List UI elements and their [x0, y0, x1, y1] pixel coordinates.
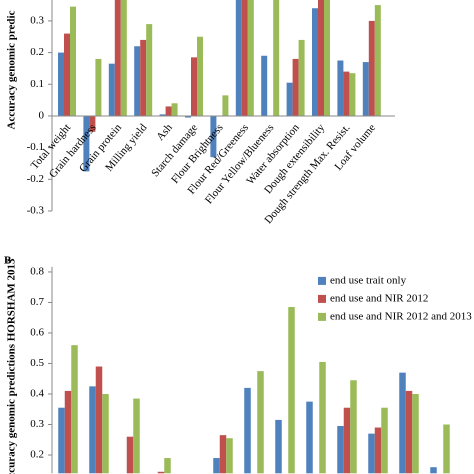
bar — [405, 390, 413, 474]
y-tick-label: 0 — [39, 109, 45, 121]
y-axis-label: Accuracy genomic predictions HORSHAM 201… — [6, 258, 18, 474]
bar — [343, 407, 351, 474]
y-tick-label: 0.1 — [30, 78, 44, 90]
legend-label: end use and NIR 2012 and 2013 — [330, 310, 472, 322]
bar — [185, 115, 191, 118]
y-tick-label: -0.3 — [27, 205, 45, 217]
bar — [350, 380, 357, 474]
bar — [89, 386, 96, 474]
bar — [114, 0, 121, 116]
bar — [312, 8, 318, 116]
bar — [244, 387, 251, 474]
y-tick-label: 0.8 — [30, 265, 44, 277]
bar — [222, 95, 229, 116]
bar — [368, 433, 375, 474]
bar — [197, 36, 203, 116]
legend-label: end use and NIR 2012 — [330, 292, 428, 304]
legend-swatch — [318, 312, 326, 321]
legend-swatch — [318, 276, 326, 285]
plot-area — [58, 307, 450, 474]
bar — [95, 366, 103, 474]
bar — [157, 471, 165, 474]
bar — [159, 114, 166, 116]
bar — [349, 73, 356, 116]
y-tick-label: 0.2 — [30, 46, 44, 58]
bar — [257, 371, 264, 474]
bar — [213, 458, 220, 474]
bar — [362, 62, 369, 116]
bar — [191, 57, 197, 116]
y-tick-label: 0.6 — [30, 326, 44, 338]
bar — [318, 0, 324, 116]
bar — [247, 0, 254, 116]
bar — [399, 372, 406, 474]
bar — [261, 55, 268, 116]
bar — [241, 0, 248, 116]
bar — [412, 393, 419, 474]
y-tick-label: 0.4 — [30, 388, 44, 400]
bar — [288, 307, 295, 474]
y-tick-label: -0.2 — [27, 173, 44, 185]
plot-area — [58, 0, 381, 172]
bar — [219, 435, 227, 474]
bar — [58, 52, 64, 116]
bar — [343, 71, 350, 116]
bar — [292, 58, 299, 116]
y-tick-label: 0.2 — [30, 449, 44, 461]
y-tick-label: 0.3 — [30, 14, 44, 26]
bar — [89, 115, 96, 132]
bar — [71, 345, 78, 474]
bar — [210, 115, 217, 158]
x-tick-label: Ash — [154, 121, 175, 143]
bar — [134, 46, 141, 116]
bar — [319, 361, 326, 474]
bar — [140, 39, 147, 116]
y-tick-label: 0.7 — [30, 296, 44, 308]
bar — [146, 24, 153, 116]
bar — [64, 33, 70, 116]
bar — [102, 393, 109, 474]
bar — [165, 106, 172, 116]
legend-label: end use trait only — [330, 274, 407, 286]
bar — [70, 6, 76, 116]
bar — [298, 39, 305, 116]
bar — [324, 0, 330, 116]
bar — [337, 426, 344, 474]
bar — [171, 103, 178, 116]
bar — [164, 458, 171, 474]
bar — [226, 438, 233, 474]
bar — [235, 0, 242, 116]
bar — [374, 427, 382, 474]
bar — [126, 436, 134, 474]
y-axis-label: Accuracy genomic predic — [6, 10, 18, 129]
bar — [273, 0, 280, 116]
bar — [286, 82, 293, 116]
bar — [133, 398, 140, 474]
bar — [83, 115, 90, 172]
y-tick-label: 0.3 — [30, 418, 44, 430]
y-tick-label: 0.5 — [30, 357, 44, 369]
bar — [306, 401, 313, 474]
panel-label: B — [4, 254, 12, 266]
bar — [374, 5, 381, 116]
bar — [443, 424, 450, 474]
legend-swatch — [318, 294, 326, 303]
bar — [275, 419, 282, 474]
bar — [368, 20, 375, 116]
bar — [430, 467, 437, 474]
bar — [58, 407, 65, 474]
bar — [120, 0, 127, 116]
bar — [108, 63, 115, 116]
y-tick-label: -0.1 — [27, 141, 44, 153]
bar — [95, 58, 102, 116]
bar — [64, 390, 72, 474]
bar — [337, 60, 344, 116]
bar — [381, 407, 388, 474]
